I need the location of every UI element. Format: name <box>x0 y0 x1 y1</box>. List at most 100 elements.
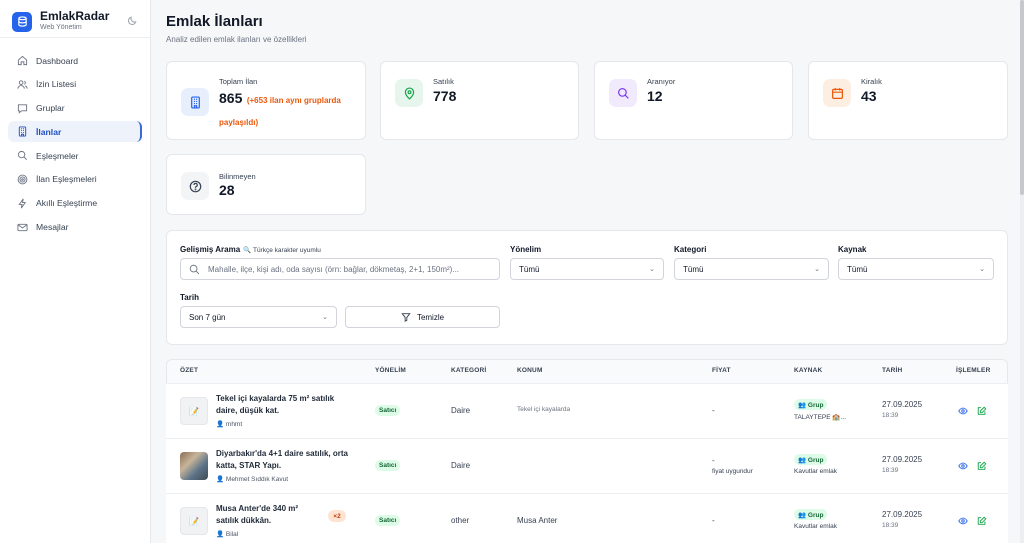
price-cell: - <box>712 406 715 415</box>
source-name: Kavutlar emlak <box>794 523 837 530</box>
eye-icon[interactable] <box>958 461 968 471</box>
sidebar-item-listings[interactable]: İlanlar <box>8 121 142 143</box>
bolt-icon <box>16 197 28 209</box>
listing-user: 👤 Bilal <box>216 531 239 538</box>
direction-badge: Satıcı <box>375 460 401 471</box>
source-value: Tümü <box>847 264 868 274</box>
scrollbar-thumb[interactable] <box>1020 0 1024 195</box>
category-cell: other <box>451 516 470 525</box>
time-cell: 18:39 <box>882 522 899 529</box>
source-name: Kavutlar emlak <box>794 468 837 475</box>
category-label: Kategori <box>674 245 707 254</box>
time-cell: 18:39 <box>882 412 899 419</box>
category-select[interactable]: Tümü ⌄ <box>674 258 829 280</box>
stat-value: 28 <box>219 182 235 198</box>
sidebar-item-listing-matches[interactable]: İlan Eşleşmeleri <box>8 169 142 190</box>
direction-badge: Satıcı <box>375 405 401 416</box>
chevron-down-icon: ⌄ <box>649 266 655 273</box>
brand: EmlakRadar Web Yönetim <box>0 0 150 36</box>
edit-icon[interactable] <box>977 516 987 526</box>
note-icon: 📝 <box>180 397 208 425</box>
price-cell: - <box>712 516 715 525</box>
direction-select[interactable]: Tümü ⌄ <box>510 258 664 280</box>
moon-icon[interactable] <box>127 15 138 29</box>
direction-label: Yönelim <box>510 245 542 254</box>
sidebar-item-label: Akıllı Eşleştirme <box>36 198 98 209</box>
eye-icon[interactable] <box>958 516 968 526</box>
search-icon <box>609 79 637 107</box>
sidebar-item-groups[interactable]: Gruplar <box>8 98 142 119</box>
chevron-down-icon: ⌄ <box>322 314 328 321</box>
date-value: Son 7 gün <box>189 312 226 322</box>
column-header-summary: ÖZET <box>180 367 199 374</box>
table-header <box>167 360 1007 383</box>
building-icon <box>16 126 28 138</box>
direction-badge: Satıcı <box>375 515 401 526</box>
table-row[interactable]: 📝 Tekel içi kayalarda 75 m² satılık dair… <box>166 383 1008 438</box>
edit-icon[interactable] <box>977 461 987 471</box>
sidebar-item-label: İlanlar <box>36 126 62 137</box>
stat-card-wanted: Aranıyor 12 <box>594 61 793 140</box>
duplicate-count-badge: ×2 <box>328 510 346 522</box>
direction-value: Tümü <box>519 264 540 274</box>
database-icon <box>12 11 32 32</box>
location-cell: Musa Anter <box>517 516 558 525</box>
chat-icon <box>16 102 28 114</box>
search-placeholder: Mahalle, ilçe, kişi adı, oda sayısı (örn… <box>208 264 460 274</box>
stat-note: (+653 ilan aynı gruplarda paylaşıldı) <box>219 96 341 127</box>
column-header-actions: İŞLEMLER <box>956 367 991 374</box>
chevron-down-icon: ⌄ <box>814 266 820 273</box>
search-hint: 🔍 Türkçe karakter uyumlu <box>243 247 321 254</box>
calendar-icon <box>823 79 851 107</box>
page-title: Emlak İlanları <box>166 13 263 30</box>
sidebar-item-messages[interactable]: Mesajlar <box>8 217 142 238</box>
listing-title[interactable]: Tekel içi kayalarda 75 m² satılık daire,… <box>216 394 335 415</box>
page-scrollbar[interactable] <box>1020 0 1024 543</box>
source-name: TALAYTEPE 🏫... <box>794 414 846 421</box>
source-select[interactable]: Tümü ⌄ <box>838 258 994 280</box>
clear-filters-button[interactable]: Temizle <box>345 306 500 328</box>
source-label: Kaynak <box>838 245 867 254</box>
sidebar-item-matches[interactable]: Eşleşmeler <box>8 145 142 166</box>
stat-label: Satılık <box>433 77 454 86</box>
sidebar-item-smart-match[interactable]: Akıllı Eşleştirme <box>8 193 142 214</box>
sidebar-item-label: İzin Listesi <box>36 79 77 90</box>
stat-card-unknown: Bilinmeyen 28 <box>166 154 366 215</box>
sidebar-item-dashboard[interactable]: Dashboard <box>8 50 142 71</box>
listing-title[interactable]: Diyarbakır'da 4+1 daire satılık, orta ka… <box>216 449 348 470</box>
column-header-direction: YÖNELİM <box>375 367 407 374</box>
building-icon <box>181 88 209 116</box>
stat-value: 778 <box>433 88 457 104</box>
edit-icon[interactable] <box>977 406 987 416</box>
search-icon <box>189 264 200 275</box>
listing-title[interactable]: Musa Anter'de 340 m² satılık dükkân. <box>216 504 299 525</box>
date-select[interactable]: Son 7 gün ⌄ <box>180 306 337 328</box>
date-cell: 27.09.2025 <box>882 400 923 409</box>
listing-user: 👤 mhmt <box>216 421 243 428</box>
sidebar-item-permissions[interactable]: İzin Listesi <box>8 74 142 95</box>
category-cell: Daire <box>451 406 471 415</box>
source-badge: 👥 Grup <box>794 509 828 520</box>
stat-label: Bilinmeyen <box>219 172 256 181</box>
note-icon: 📝 <box>180 507 208 535</box>
question-icon <box>181 172 209 200</box>
source-badge: 👥 Grup <box>794 399 828 410</box>
users-icon <box>16 78 28 90</box>
source-badge: 👥 Grup <box>794 454 828 465</box>
date-cell: 27.09.2025 <box>882 510 923 519</box>
table-row[interactable]: 📝 Musa Anter'de 340 m² satılık dükkân. ×… <box>166 493 1008 543</box>
sidebar-nav: Dashboard İzin Listesi Gruplar İlanlar E… <box>0 38 150 238</box>
category-value: Tümü <box>683 264 704 274</box>
sidebar-item-label: Mesajlar <box>36 222 69 233</box>
search-input[interactable]: Mahalle, ilçe, kişi adı, oda sayısı (örn… <box>180 258 500 280</box>
stat-value: 865 <box>219 90 243 106</box>
column-header-price: FİYAT <box>712 367 731 374</box>
map-pin-icon <box>395 79 423 107</box>
stat-card-for-rent: Kiralık 43 <box>808 61 1008 140</box>
column-header-date: TARİH <box>882 367 903 374</box>
column-header-location: KONUM <box>517 367 543 374</box>
eye-icon[interactable] <box>958 406 968 416</box>
table-row[interactable]: Diyarbakır'da 4+1 daire satılık, orta ka… <box>166 438 1008 493</box>
listing-photo <box>180 452 208 480</box>
date-cell: 27.09.2025 <box>882 455 923 464</box>
